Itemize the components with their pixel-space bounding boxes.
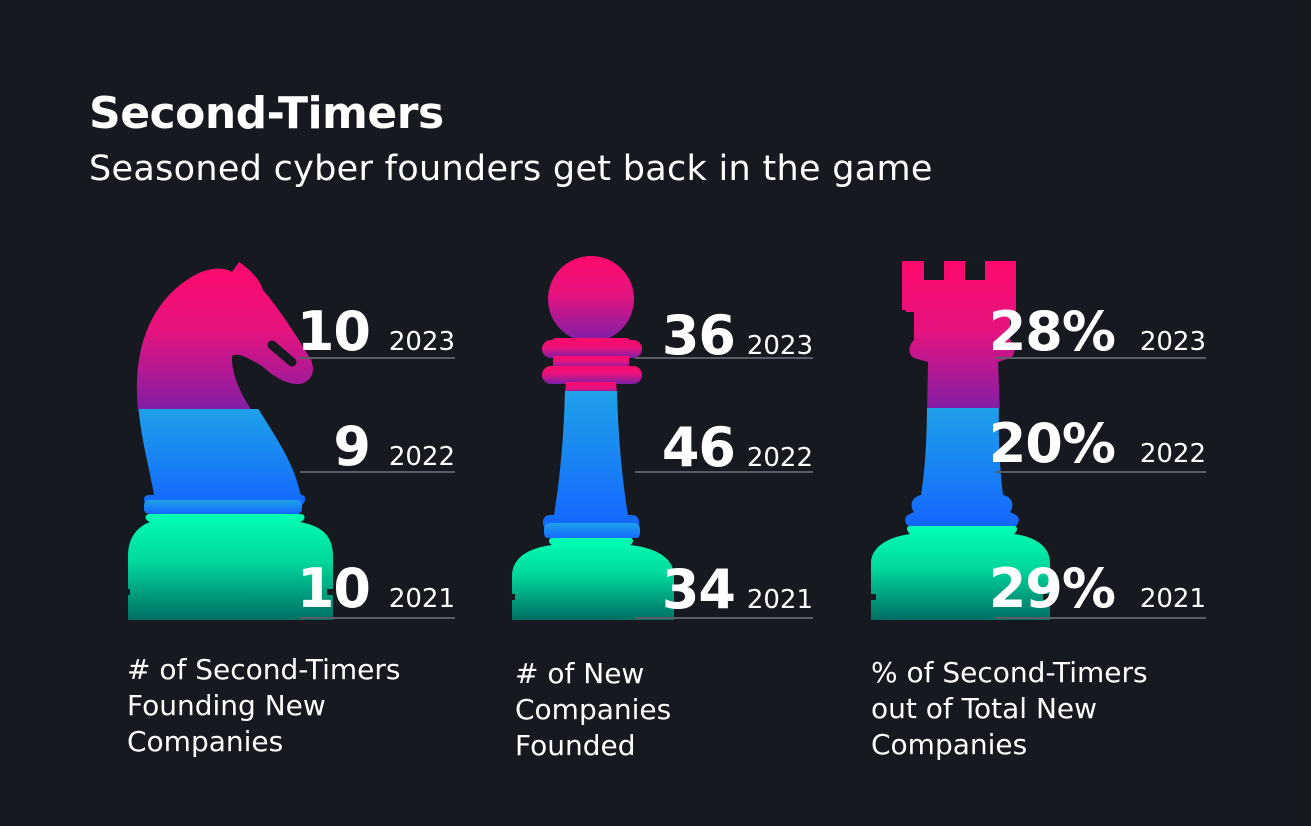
value-label-pawn-2023: 36 xyxy=(662,304,735,367)
year-label-rook-2021: 2021 xyxy=(1140,584,1206,614)
page-title: Second-Timers xyxy=(89,88,444,139)
year-label-rook-2023: 2023 xyxy=(1140,327,1206,357)
year-label-pawn-2023: 2023 xyxy=(747,331,813,361)
caption-rook: % of Second-Timers out of Total New Comp… xyxy=(871,656,1148,761)
year-label-knight-2022: 2022 xyxy=(389,442,455,472)
value-label-rook-2022: 20% xyxy=(989,412,1115,475)
rook-icon xyxy=(866,261,1053,620)
knight-icon xyxy=(122,262,335,620)
caption-knight: # of Second-Timers Founding New Companie… xyxy=(127,653,401,758)
year-label-rook-2022: 2022 xyxy=(1140,439,1206,469)
year-label-pawn-2021: 2021 xyxy=(747,585,813,615)
pawn-icon xyxy=(507,256,674,620)
caption-pawn: # of New Companies Founded xyxy=(515,657,672,762)
value-label-knight-2022: 9 xyxy=(333,415,370,478)
value-label-knight-2023: 10 xyxy=(297,300,370,363)
page-subtitle: Seasoned cyber founders get back in the … xyxy=(89,149,933,189)
year-label-knight-2021: 2021 xyxy=(389,584,455,614)
value-label-pawn-2022: 46 xyxy=(662,416,735,479)
year-label-pawn-2022: 2022 xyxy=(747,443,813,473)
value-label-rook-2021: 29% xyxy=(989,557,1115,620)
year-label-knight-2023: 2023 xyxy=(389,327,455,357)
value-label-rook-2023: 28% xyxy=(989,300,1115,363)
value-label-knight-2021: 10 xyxy=(297,557,370,620)
value-label-pawn-2021: 34 xyxy=(662,558,735,621)
